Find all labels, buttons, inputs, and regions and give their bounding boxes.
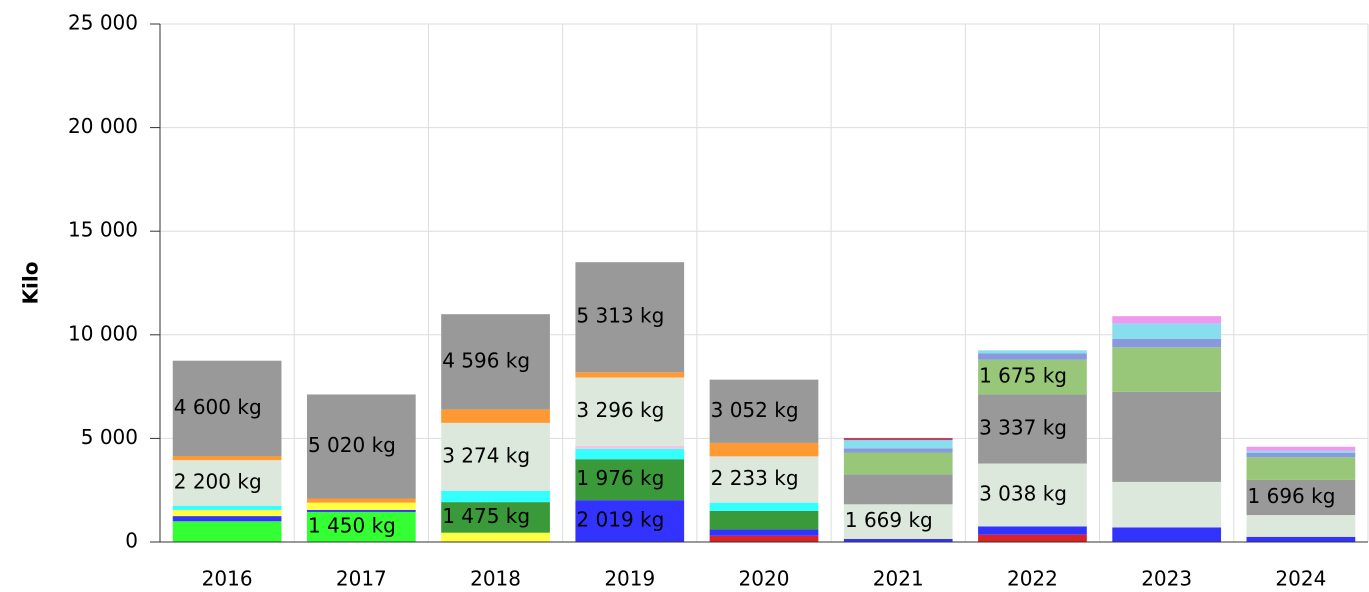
bar-segment — [978, 463, 1087, 527]
x-tick-label: 2022 — [1007, 567, 1058, 591]
bar-segment — [843, 438, 953, 441]
bar-segment — [1246, 515, 1356, 537]
bar-segment — [441, 314, 550, 410]
bar-segment — [1112, 527, 1222, 542]
bar-segment — [978, 526, 1087, 535]
bar-segment — [172, 505, 282, 510]
bar-segment — [709, 379, 819, 443]
bar-segment — [441, 409, 550, 423]
bar-segment — [1246, 450, 1356, 453]
bar-segment — [172, 521, 282, 542]
bar-segment — [709, 529, 819, 536]
bar-segment — [1112, 316, 1222, 324]
x-tick-label: 2021 — [873, 567, 924, 591]
bar-segment — [1112, 391, 1222, 482]
bar-segment — [441, 490, 550, 503]
data-label: 3 296 kg — [576, 398, 664, 422]
bar-segment — [843, 448, 953, 453]
bar-segment — [1112, 347, 1222, 392]
bar-segment — [843, 538, 953, 542]
bar-segment — [1246, 536, 1356, 542]
bar-segment — [709, 456, 819, 503]
data-label: 4 596 kg — [442, 348, 530, 372]
data-label: 1 450 kg — [308, 513, 396, 537]
bar-segment — [843, 474, 953, 505]
data-label: 2 200 kg — [174, 469, 262, 493]
data-label: 3 038 kg — [979, 481, 1067, 505]
bar-segment — [575, 459, 685, 501]
x-tick-label: 2024 — [1275, 567, 1326, 591]
bar-segment — [978, 534, 1087, 542]
bar-segment — [575, 448, 685, 460]
bar-segment — [441, 422, 550, 491]
data-label: 3 337 kg — [979, 415, 1067, 439]
bar-segment — [306, 511, 416, 542]
x-tick-label: 2018 — [470, 567, 521, 591]
bar-segment — [709, 502, 819, 511]
data-label: 5 313 kg — [576, 304, 664, 328]
data-label: 1 696 kg — [1248, 484, 1336, 508]
y-tick-label: 10 000 — [68, 321, 138, 345]
bar-segment — [978, 353, 1087, 360]
data-label: 5 020 kg — [308, 433, 396, 457]
bar-segment — [575, 445, 685, 449]
y-tick-label: 15 000 — [68, 218, 138, 242]
bar-segment — [1246, 457, 1356, 480]
bar-segment — [575, 377, 685, 446]
bar-segment — [709, 535, 819, 542]
data-label: 1 976 kg — [576, 466, 664, 490]
bar-segment — [575, 262, 685, 373]
y-tick-label: 0 — [125, 529, 138, 553]
bar-segment — [172, 509, 282, 517]
bar-segment — [172, 456, 282, 461]
bar-segment — [441, 502, 550, 533]
bar-segment — [172, 360, 282, 457]
bar-segment — [843, 504, 953, 539]
bar-segment — [1112, 338, 1222, 348]
x-tick-label: 2023 — [1141, 567, 1192, 591]
x-tick-label: 2016 — [202, 567, 253, 591]
data-label: 2 019 kg — [576, 508, 664, 532]
bar-segment — [1112, 323, 1222, 339]
bar-segment — [306, 498, 416, 503]
bar-segment — [306, 509, 416, 512]
bar-segment — [843, 440, 953, 449]
bar-segment — [1112, 481, 1222, 528]
data-label: 3 052 kg — [711, 398, 799, 422]
x-tick-label: 2017 — [336, 567, 387, 591]
bar-segment — [306, 502, 416, 510]
bar-segment — [575, 500, 685, 542]
bar-segment — [575, 372, 685, 378]
bar-segment — [1246, 446, 1356, 451]
bar-segment — [1246, 479, 1356, 516]
bar-segment — [978, 359, 1087, 395]
bar-segment — [978, 394, 1087, 464]
x-tick-label: 2020 — [739, 567, 790, 591]
bar-segment — [978, 350, 1087, 354]
bar-segment — [172, 516, 282, 522]
data-label: 4 600 kg — [174, 395, 262, 419]
data-label: 1 669 kg — [845, 508, 933, 532]
data-label: 3 274 kg — [442, 443, 530, 467]
bar-segment — [843, 452, 953, 475]
y-tick-label: 25 000 — [68, 11, 138, 35]
bar-segment — [172, 460, 282, 506]
data-label: 1 675 kg — [979, 364, 1067, 388]
bar-segment — [709, 510, 819, 530]
bar-segment — [441, 532, 550, 542]
bar-segment — [306, 394, 416, 499]
data-label: 2 233 kg — [711, 466, 799, 490]
y-tick-label: 20 000 — [68, 114, 138, 138]
y-axis-label: Kilo — [19, 262, 43, 305]
y-tick-label: 5 000 — [81, 425, 138, 449]
bar-segment — [1246, 452, 1356, 458]
bar-segment — [709, 442, 819, 457]
x-tick-label: 2019 — [604, 567, 655, 591]
data-label: 1 475 kg — [442, 504, 530, 528]
